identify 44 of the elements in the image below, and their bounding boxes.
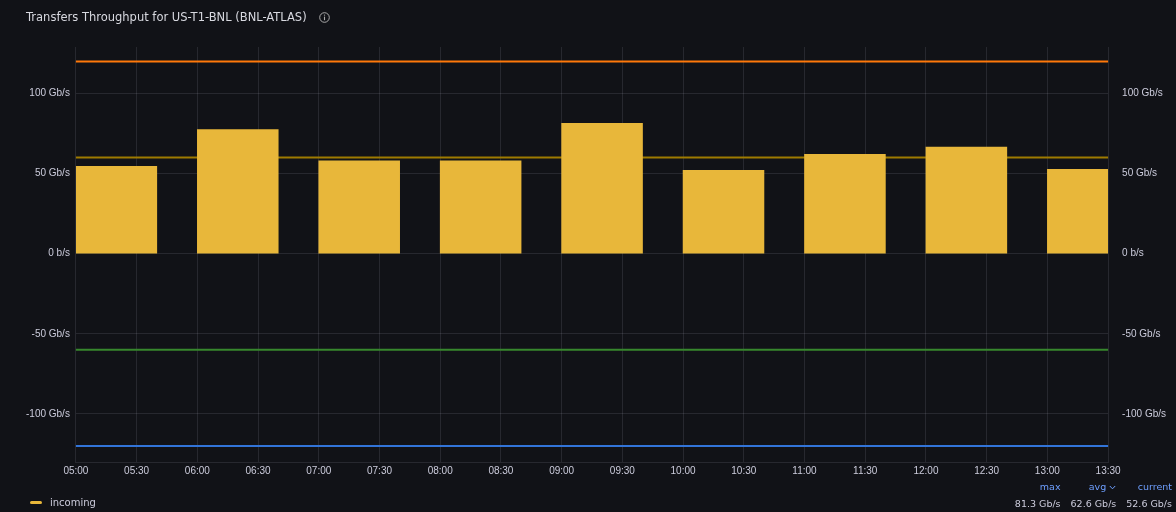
chart-title: Transfers Throughput for US-T1-BNL (BNL-ATLAS) [26,10,307,24]
bar [439,160,522,254]
x-tick-label: 06:00 [184,464,211,476]
x-tick-label: 13:30 [1095,464,1122,476]
bar [318,160,400,254]
x-tick-label: 13:00 [1034,464,1061,476]
y2-tick-label: 0 b/s [1122,247,1144,259]
bar [561,123,643,254]
y-tick-label: -50 Gb/s [31,327,70,339]
x-tick-label: 05:30 [124,464,150,476]
x-tick-label: 09:30 [609,464,636,476]
x-tick-label: 07:30 [366,464,393,476]
bar [75,166,158,254]
x-tick-label: 08:00 [427,464,454,476]
text: max [1038,481,1061,492]
x-tick-label: 12:00 [913,464,939,476]
y-tick-label: 50 Gb/s [34,167,70,179]
bar [197,129,279,254]
y-tick-label: 100 Gb/s [29,87,70,99]
x-tick-label: 11:00 [792,464,818,476]
text: 52.6 Gb/s [1126,498,1172,509]
x-tick-label: 06:30 [245,464,272,476]
x-tick-label: 10:00 [670,464,697,476]
x-tick-label: 08:30 [488,464,514,476]
text: avg [1087,481,1108,492]
y2-tick-label: 100 Gb/s [1122,87,1163,99]
text: 62.6 Gb/s [1070,498,1117,509]
x-tick-label: 11:30 [853,464,878,476]
text: 81.3 Gb/s [1014,498,1061,509]
y2-tick-label: -50 Gb/s [1122,327,1161,339]
x-tick-label: 12:30 [974,464,1000,476]
text: current [1136,481,1172,492]
y2-tick-label: 50 Gb/s [1122,167,1158,179]
y2-tick-label: -100 Gb/s [1122,407,1167,419]
legend-label: incoming [50,497,96,508]
x-tick-label: 10:30 [731,464,757,476]
y-tick-label: -100 Gb/s [25,407,70,419]
y-tick-label: 0 b/s [48,247,70,259]
bar [925,146,1008,254]
x-tick-label: 05:00 [63,464,89,476]
x-tick-label: 09:00 [549,464,575,476]
bar [804,154,886,254]
x-tick-label: 07:00 [306,464,332,476]
bar [682,170,765,254]
